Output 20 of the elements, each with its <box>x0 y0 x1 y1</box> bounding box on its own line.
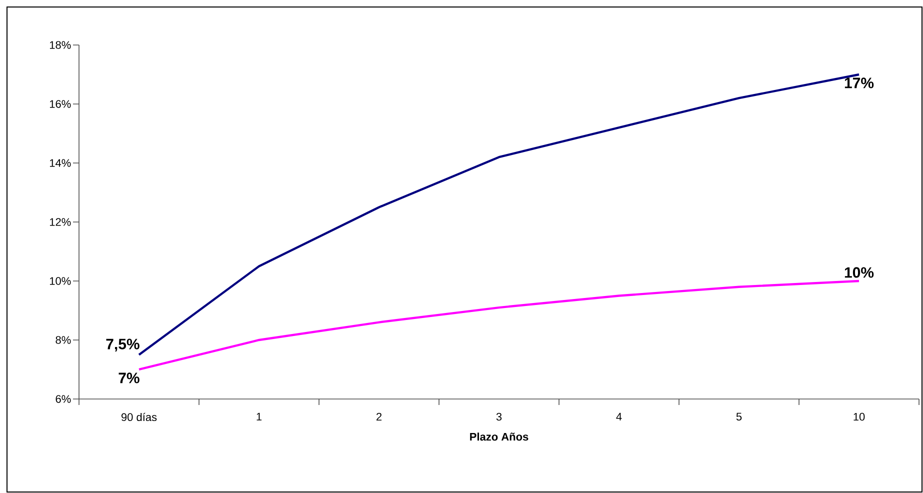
x-tick-label: 1 <box>256 412 262 420</box>
x-tick-label: 10 <box>854 412 865 421</box>
y-tick-label: 14% <box>50 159 71 167</box>
y-tick-label: 6% <box>56 395 71 403</box>
y-tick-label: 18% <box>50 41 71 49</box>
y-tick-label: 12% <box>50 218 71 226</box>
x-tick-label: 3 <box>496 412 502 421</box>
y-tick-label: 8% <box>56 336 71 344</box>
line-series <box>138 280 860 371</box>
annotation: 17% <box>844 78 874 88</box>
y-tick-label: 16% <box>50 100 71 108</box>
annotation: 7,5% <box>106 338 140 352</box>
x-tick-label: 5 <box>736 412 742 421</box>
x-tick-label: 4 <box>616 412 622 420</box>
x-axis-title: Plazo Años <box>470 432 528 441</box>
y-tick-label: 10% <box>50 277 71 285</box>
annotation: 7% <box>118 372 140 384</box>
annotation: 10% <box>844 267 874 278</box>
x-tick-label: 90 días <box>121 412 157 422</box>
x-tick-label: 2 <box>376 412 382 421</box>
